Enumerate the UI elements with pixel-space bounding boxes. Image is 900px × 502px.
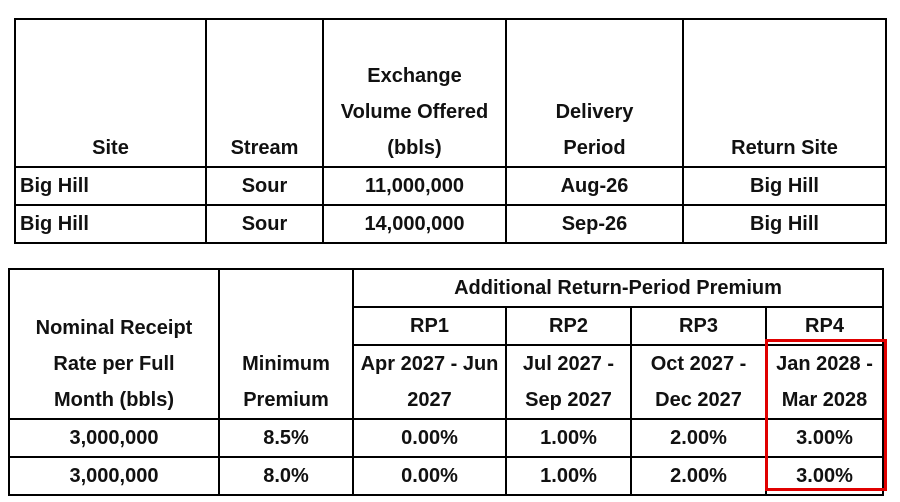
header-cell: Delivery Period [505, 18, 684, 168]
cell: 3.00% [765, 418, 884, 458]
highlight-box [765, 339, 887, 491]
header-cell: Stream [205, 18, 324, 168]
cell: 3,000,000 [8, 456, 220, 496]
cell: Big Hill [682, 204, 887, 244]
cell: 8.5% [218, 418, 354, 458]
premium-table: Nominal Receipt Rate per Full Month (bbl… [8, 268, 884, 496]
cell: RP3 [630, 306, 767, 346]
cell: Oct 2027 - Dec 2027 [630, 344, 767, 420]
delivery-table: Site Stream Exchange Volume Offered (bbl… [14, 18, 887, 244]
cell: Aug-26 [505, 166, 684, 206]
cell: 11,000,000 [322, 166, 507, 206]
data-row: Big Hill Sour 14,000,000 Sep-26 Big Hill [14, 204, 887, 244]
cell: Big Hill [14, 166, 207, 206]
cell: Sour [205, 204, 324, 244]
cell: 3,000,000 [8, 418, 220, 458]
cell: RP2 [505, 306, 632, 346]
cell: 2.00% [630, 456, 767, 496]
cell: 8.0% [218, 456, 354, 496]
cell: Jul 2027 - Sep 2027 [505, 344, 632, 420]
data-row: 3,000,000 8.5% 0.00% 1.00% 2.00% 3.00% [8, 418, 884, 458]
cell: 14,000,000 [322, 204, 507, 244]
header-cell: Additional Return-Period Premium [352, 268, 884, 308]
cell: Sour [205, 166, 324, 206]
data-row: 3,000,000 8.0% 0.00% 1.00% 2.00% 3.00% [8, 456, 884, 496]
header-cell: Site [14, 18, 207, 168]
cell: Apr 2027 - Jun 2027 [352, 344, 507, 420]
cell: 0.00% [352, 418, 507, 458]
cell: Big Hill [14, 204, 207, 244]
cell: 2.00% [630, 418, 767, 458]
cell: Sep-26 [505, 204, 684, 244]
cell: 1.00% [505, 456, 632, 496]
cell: 1.00% [505, 418, 632, 458]
header-row: Nominal Receipt Rate per Full Month (bbl… [8, 268, 884, 420]
header-cell: Exchange Volume Offered (bbls) [322, 18, 507, 168]
cell: 0.00% [352, 456, 507, 496]
header-cell: Return Site [682, 18, 887, 168]
period-row: RP1 RP2 RP3 RP4 [9, 306, 884, 346]
header-row: Site Stream Exchange Volume Offered (bbl… [14, 18, 887, 168]
header-cell: Nominal Receipt Rate per Full Month (bbl… [8, 268, 220, 420]
range-row: Apr 2027 - Jun 2027 Jul 2027 - Sep 2027 Oc… [9, 344, 884, 420]
header-cell: Minimum Premium [218, 268, 354, 420]
cell: Jan 2028 - Mar 2028 [765, 344, 884, 420]
cell: RP1 [352, 306, 507, 346]
cell: Big Hill [682, 166, 887, 206]
data-row: Big Hill Sour 11,000,000 Aug-26 Big Hill [14, 166, 887, 206]
